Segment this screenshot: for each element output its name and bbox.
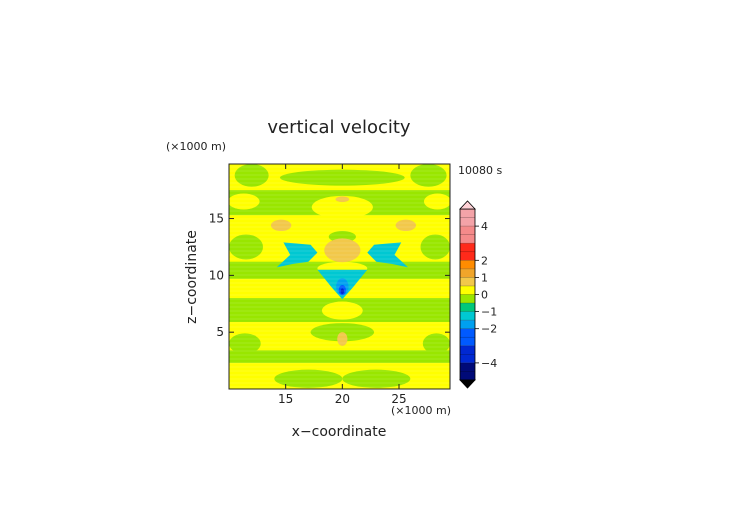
colorbar-segment: [460, 226, 475, 244]
contour-region-5: [410, 164, 447, 187]
colorbar-segment: [460, 268, 475, 278]
time-label: 10080 s: [458, 164, 502, 177]
contour-region-8: [420, 234, 450, 260]
chart-title: vertical velocity: [267, 117, 411, 138]
colorbar-segment: [460, 209, 475, 227]
colorbar-segment: [460, 362, 475, 380]
contour-region-15: [311, 195, 373, 219]
colorbar-segment: [460, 311, 475, 321]
contour-region-16: [229, 193, 260, 210]
colorbar-segment: [460, 294, 475, 304]
contour-region-25: [276, 242, 318, 268]
colorbar-over-triangle: [459, 200, 476, 210]
colorbar-tick-label: −1: [481, 306, 497, 319]
y-unit-label: (×1000 m): [166, 140, 226, 153]
x-tick-label: 25: [391, 392, 406, 406]
contour-region-22: [270, 219, 292, 232]
contour-region-21: [335, 196, 350, 203]
colorbar-tick-label: 4: [481, 220, 488, 233]
colorbar-segment: [460, 320, 475, 329]
colorbar-under-triangle: [459, 379, 476, 389]
colorbar-segment: [460, 328, 475, 346]
contour-region-6: [280, 169, 405, 186]
colorbar-tick-label: 0: [481, 289, 488, 302]
contour-region-3: [229, 350, 450, 363]
x-unit-label: (×1000 m): [391, 404, 451, 417]
plot-frame: [228, 163, 451, 390]
colorbar-tick-label: −4: [481, 357, 497, 370]
contour-field: [229, 164, 450, 389]
contour-region-20: [324, 238, 361, 263]
x-axis-title: x−coordinate: [292, 424, 387, 440]
x-tick-label: 20: [335, 392, 350, 406]
contour-region-17: [423, 193, 450, 210]
contour-region-26: [367, 242, 409, 268]
contour-region-23: [395, 219, 416, 232]
contour-region-7: [229, 234, 263, 260]
contour-region-30: [340, 288, 345, 295]
colorbar-segment: [460, 285, 475, 295]
colorbar-segment: [460, 243, 475, 261]
contour-region-11: [422, 333, 450, 354]
contour-region-13: [274, 369, 343, 388]
contour-region-24: [337, 332, 348, 346]
y-axis-title: z−coordinate: [184, 230, 200, 324]
colorbar: 4 2 1 0 −1 −2 −4: [459, 200, 497, 389]
colorbar-tick-label: 1: [481, 271, 488, 284]
contour-region-4: [234, 164, 269, 187]
colorbar-segment: [460, 303, 475, 312]
colorbar-segment: [460, 277, 475, 286]
x-axis: 15 20 25: [278, 164, 407, 406]
colorbar-tick-label: −2: [481, 323, 497, 336]
contour-region-19: [321, 301, 363, 320]
colorbar-segment: [460, 260, 475, 269]
plot-area: 15 20 25 5 10 15: [209, 163, 451, 406]
contour-region-10: [229, 333, 261, 354]
y-axis: 5 10 15: [209, 212, 450, 339]
y-tick-label: 5: [216, 325, 224, 339]
colorbar-tick-label: 2: [481, 254, 488, 267]
y-tick-label: 10: [209, 268, 224, 282]
x-tick-label: 15: [278, 392, 293, 406]
colorbar-segment: [460, 345, 475, 363]
y-tick-label: 15: [209, 212, 224, 226]
contour-region-14: [342, 369, 411, 388]
